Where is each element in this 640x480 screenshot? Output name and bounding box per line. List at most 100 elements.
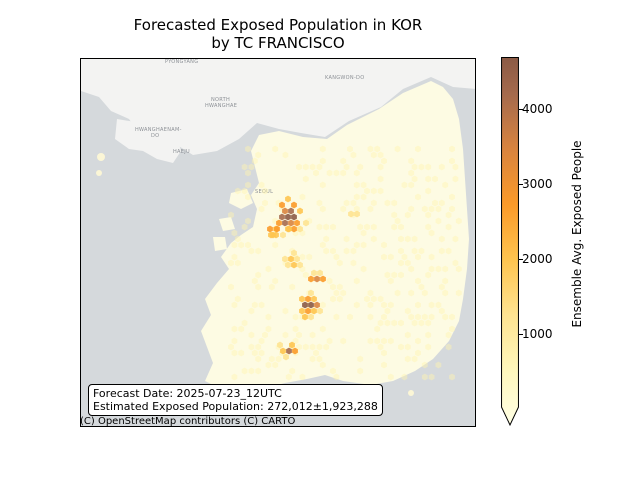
hex-cell: [367, 313, 374, 321]
hex-cell: [455, 289, 462, 297]
western-land: [115, 119, 181, 163]
hex-cell: [421, 205, 428, 213]
hex-cell: [265, 313, 272, 321]
hex-cell: [401, 181, 408, 189]
hex-cell: [302, 163, 309, 171]
hex-cell: [238, 241, 245, 249]
hex-cell: [404, 259, 411, 267]
hex-cell: [299, 253, 306, 261]
hex-cell: [415, 193, 421, 201]
hex-cell: [394, 289, 401, 297]
colorbar-tick-label: 4000: [522, 102, 553, 117]
hex-cell: [350, 151, 357, 159]
hex-cell: [336, 283, 343, 291]
hex-cell: [425, 331, 432, 339]
hex-cell: [445, 343, 452, 351]
hex-cell: [280, 347, 286, 355]
hex-cell: [435, 217, 442, 225]
hex-cell: [330, 247, 336, 255]
hexbin-layer: [228, 145, 462, 381]
forecast-info-box: Forecast Date: 2025-07-23_12UTC Estimate…: [88, 384, 383, 416]
hex-cell: [309, 331, 316, 339]
hex-cell: [336, 295, 343, 303]
western-coast-detail: [213, 189, 253, 251]
hex-cell: [302, 313, 308, 321]
hex-cell: [326, 277, 333, 285]
hex-cell: [251, 277, 258, 285]
hex-cell: [394, 217, 401, 225]
hex-cell: [377, 295, 384, 303]
hex-cell: [297, 225, 303, 233]
hex-cell: [273, 231, 279, 239]
hex-cell: [285, 213, 291, 221]
hex-cell: [415, 337, 421, 345]
hex-cell: [255, 151, 262, 159]
hex-cell: [258, 181, 265, 189]
hex-cell: [404, 343, 411, 351]
south-korea-land: [201, 81, 469, 391]
hex-cell: [340, 337, 347, 345]
colorbar-tick-mark: [519, 334, 523, 336]
hex-cell: [360, 241, 367, 249]
hex-cell: [292, 325, 299, 333]
hex-cell: [353, 241, 360, 249]
colorbar-tick-mark: [519, 109, 523, 111]
label-south-hwanghae-1: HWANGHAENAM-: [135, 127, 182, 133]
hex-cell: [336, 259, 343, 267]
hex-cell: [367, 337, 374, 345]
hex-cell: [343, 163, 350, 171]
hex-cell: [364, 223, 370, 231]
hex-cell: [291, 201, 297, 209]
hex-cell: [234, 295, 241, 303]
hex-cell: [421, 361, 428, 369]
hex-cell: [268, 283, 275, 291]
hex-cell: [319, 361, 326, 369]
hex-cell: [394, 145, 401, 153]
hex-cell: [238, 349, 245, 357]
hex-cell: [418, 319, 425, 327]
hex-cell: [241, 367, 248, 375]
map-panel[interactable]: PYONGYANG KANGWON-DO NORTH HWANGHAE HWAN…: [80, 58, 476, 427]
hex-cell: [231, 241, 238, 249]
hex-cell: [262, 331, 268, 339]
hex-cell: [391, 223, 398, 231]
hex-cell: [354, 210, 360, 218]
hex-cell: [353, 301, 360, 309]
hex-cell: [425, 163, 432, 171]
hex-cell: [452, 175, 459, 183]
hex-cell: [248, 367, 255, 375]
hex-cell: [421, 289, 428, 297]
hex-cell: [283, 353, 289, 361]
hex-cell: [231, 349, 238, 357]
hex-cell: [411, 235, 418, 243]
hex-cell: [357, 355, 364, 363]
hex-cell: [268, 231, 274, 239]
estimated-population: Estimated Exposed Population: 272,012±1,…: [93, 400, 378, 413]
hex-cell: [398, 259, 404, 267]
hex-cell: [330, 295, 336, 303]
hex-cell: [364, 295, 370, 303]
hex-cell: [299, 307, 305, 315]
hex-cell: [231, 253, 238, 261]
hex-cell: [316, 223, 323, 231]
hex-cell: [340, 205, 347, 213]
hex-cell: [452, 235, 459, 243]
colorbar-gradient: [501, 57, 519, 427]
hex-cell: [449, 313, 455, 321]
hex-cell: [381, 313, 387, 321]
hex-cell: [309, 343, 316, 351]
hex-cell: [289, 341, 295, 349]
hex-cell: [398, 223, 404, 231]
hex-cell: [442, 181, 449, 189]
hex-cell: [381, 349, 387, 357]
hex-cell: [442, 277, 449, 285]
hex-cell: [377, 151, 384, 159]
hex-cell: [449, 205, 455, 213]
hex-cell: [296, 343, 302, 351]
hex-cell: [411, 163, 418, 171]
hex-cell: [245, 217, 251, 225]
hex-cell: [276, 219, 282, 227]
hex-cell: [333, 169, 340, 177]
hex-cell: [398, 343, 404, 351]
hex-cell: [289, 367, 296, 375]
